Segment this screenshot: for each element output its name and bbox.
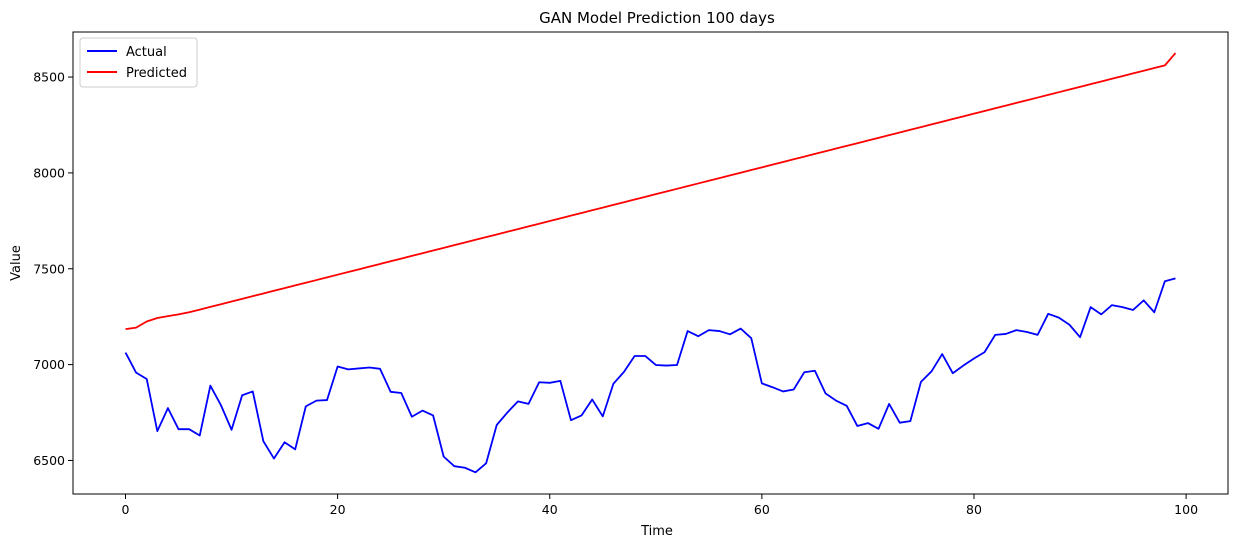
- y-tick-label: 7000: [33, 357, 65, 372]
- y-tick-label: 6500: [33, 453, 65, 468]
- x-tick-label: 60: [754, 502, 770, 517]
- y-axis: 6500 7000 7500 8000 8500: [33, 70, 73, 468]
- y-tick-label: 8000: [33, 165, 65, 180]
- series-line-predicted: [125, 52, 1177, 331]
- x-tick-label: 100: [1174, 502, 1198, 517]
- y-tick-label: 8500: [33, 70, 65, 85]
- legend-label-actual: Actual: [126, 45, 167, 60]
- x-tick-label: 80: [966, 502, 982, 517]
- x-tick-label: 20: [330, 502, 346, 517]
- series-line-actual: [124, 277, 1176, 474]
- x-tick-label: 40: [542, 502, 558, 517]
- legend-label-predicted: Predicted: [126, 66, 187, 81]
- x-axis-title: Time: [640, 524, 673, 539]
- y-tick-label: 7500: [33, 261, 65, 276]
- legend: Actual Predicted: [79, 37, 198, 88]
- plot-frame: [72, 31, 1229, 495]
- series-layer: [124, 52, 1177, 474]
- chart-title: GAN Model Prediction 100 days: [539, 9, 775, 27]
- x-tick-label: 0: [122, 502, 130, 517]
- y-axis-title: Value: [9, 245, 24, 281]
- x-axis: 0 20 40 60 80 100: [122, 494, 1198, 517]
